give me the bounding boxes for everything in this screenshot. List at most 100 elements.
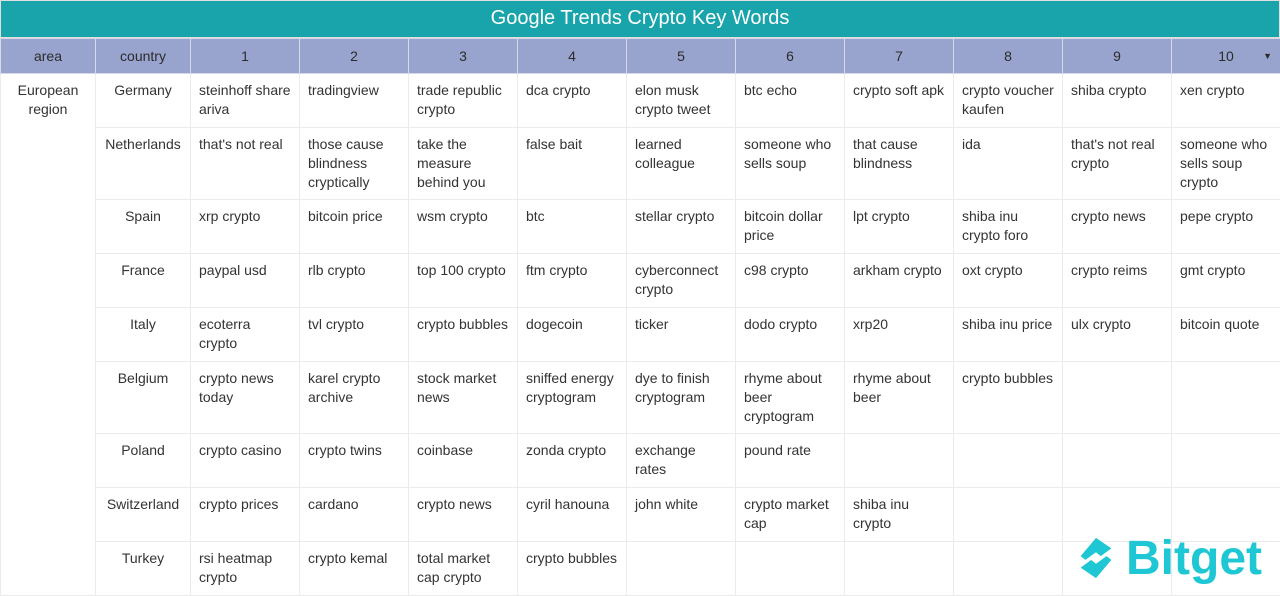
keyword-cell: btc echo [736,74,845,128]
keyword-cell: wsm crypto [409,200,518,254]
country-cell: Switzerland [96,488,191,542]
keyword-cell: lpt crypto [845,200,954,254]
column-header-area[interactable]: area [1,39,96,74]
keyword-cell [954,542,1063,596]
keyword-cell: c98 crypto [736,254,845,308]
keyword-cell: crypto bubbles [954,361,1063,434]
country-cell: Poland [96,434,191,488]
keyword-cell [1172,361,1280,434]
keyword-cell: stellar crypto [627,200,736,254]
keyword-cell: trade republic crypto [409,74,518,128]
keyword-cell: ftm crypto [518,254,627,308]
country-cell: Turkey [96,542,191,596]
keyword-cell: ulx crypto [1063,308,1172,362]
keyword-cell: dye to finish cryptogram [627,361,736,434]
keyword-cell: oxt crypto [954,254,1063,308]
keyword-cell: crypto bubbles [518,542,627,596]
column-header-8[interactable]: 8 [954,39,1063,74]
keyword-cell: gmt crypto [1172,254,1280,308]
keyword-cell: dogecoin [518,308,627,362]
keyword-cell: someone who sells soup [736,127,845,200]
column-header-4[interactable]: 4 [518,39,627,74]
keyword-cell: paypal usd [191,254,300,308]
keyword-cell: steinhoff share ariva [191,74,300,128]
keyword-cell: crypto bubbles [409,308,518,362]
table-header-row: areacountry12345678910▼ [1,39,1280,74]
keyword-cell: shiba crypto [1063,74,1172,128]
column-header-5[interactable]: 5 [627,39,736,74]
keyword-cell: shiba inu crypto [845,488,954,542]
keyword-cell: crypto twins [300,434,409,488]
area-cell: European region [1,74,96,596]
column-header-10[interactable]: 10▼ [1172,39,1280,74]
keyword-cell: bitcoin price [300,200,409,254]
keyword-cell: false bait [518,127,627,200]
column-header-1[interactable]: 1 [191,39,300,74]
keyword-cell: cardano [300,488,409,542]
keyword-cell: learned colleague [627,127,736,200]
keyword-cell: crypto casino [191,434,300,488]
keyword-cell: rlb crypto [300,254,409,308]
keyword-cell: stock market news [409,361,518,434]
column-header-3[interactable]: 3 [409,39,518,74]
column-header-country[interactable]: country [96,39,191,74]
keyword-cell: arkham crypto [845,254,954,308]
table-row: Spainxrp cryptobitcoin pricewsm cryptobt… [1,200,1280,254]
keyword-cell: ecoterra crypto [191,308,300,362]
column-header-6[interactable]: 6 [736,39,845,74]
keyword-cell: crypto market cap [736,488,845,542]
keyword-cell: cyril hanouna [518,488,627,542]
keyword-cell: rhyme about beer cryptogram [736,361,845,434]
keyword-cell: crypto soft apk [845,74,954,128]
keyword-cell [845,542,954,596]
keyword-cell: rhyme about beer [845,361,954,434]
keyword-cell: that cause blindness [845,127,954,200]
keyword-cell: crypto kemal [300,542,409,596]
sort-desc-icon: ▼ [1263,51,1272,61]
keyword-cell [954,434,1063,488]
keyword-cell: exchange rates [627,434,736,488]
keyword-cell: that's not real crypto [1063,127,1172,200]
keyword-cell: crypto news [1063,200,1172,254]
country-cell: Belgium [96,361,191,434]
keyword-cell: those cause blindness cryptically [300,127,409,200]
keyword-cell: karel crypto archive [300,361,409,434]
table-row: Belgiumcrypto news todaykarel crypto arc… [1,361,1280,434]
keyword-cell: crypto voucher kaufen [954,74,1063,128]
keyword-cell: tradingview [300,74,409,128]
keyword-cell: cyberconnect crypto [627,254,736,308]
keyword-cell: crypto news [409,488,518,542]
keyword-cell: elon musk crypto tweet [627,74,736,128]
keyword-cell: take the measure behind you [409,127,518,200]
keyword-cell: top 100 crypto [409,254,518,308]
country-cell: Italy [96,308,191,362]
keyword-cell: xen crypto [1172,74,1280,128]
keyword-cell: dca crypto [518,74,627,128]
keywords-table: areacountry12345678910▼ European regionG… [0,38,1280,596]
keyword-cell [1172,434,1280,488]
keyword-cell: crypto reims [1063,254,1172,308]
keyword-cell: bitcoin dollar price [736,200,845,254]
country-cell: Germany [96,74,191,128]
keyword-cell [1063,434,1172,488]
column-header-7[interactable]: 7 [845,39,954,74]
country-cell: Netherlands [96,127,191,200]
table-row: Italyecoterra cryptotvl cryptocrypto bub… [1,308,1280,362]
country-cell: France [96,254,191,308]
keyword-cell: john white [627,488,736,542]
bitget-logo-text: Bitget [1126,531,1262,586]
keyword-cell: shiba inu crypto foro [954,200,1063,254]
column-header-9[interactable]: 9 [1063,39,1172,74]
keyword-cell: sniffed energy cryptogram [518,361,627,434]
bitget-logo-icon [1072,534,1120,582]
keyword-cell: zonda crypto [518,434,627,488]
keyword-cell: btc [518,200,627,254]
bitget-logo: Bitget [1072,531,1262,586]
keyword-cell [954,488,1063,542]
country-cell: Spain [96,200,191,254]
keyword-cell: shiba inu price [954,308,1063,362]
keyword-cell: xrp crypto [191,200,300,254]
keyword-cell: total market cap crypto [409,542,518,596]
column-header-2[interactable]: 2 [300,39,409,74]
table-row: Polandcrypto casinocrypto twinscoinbasez… [1,434,1280,488]
